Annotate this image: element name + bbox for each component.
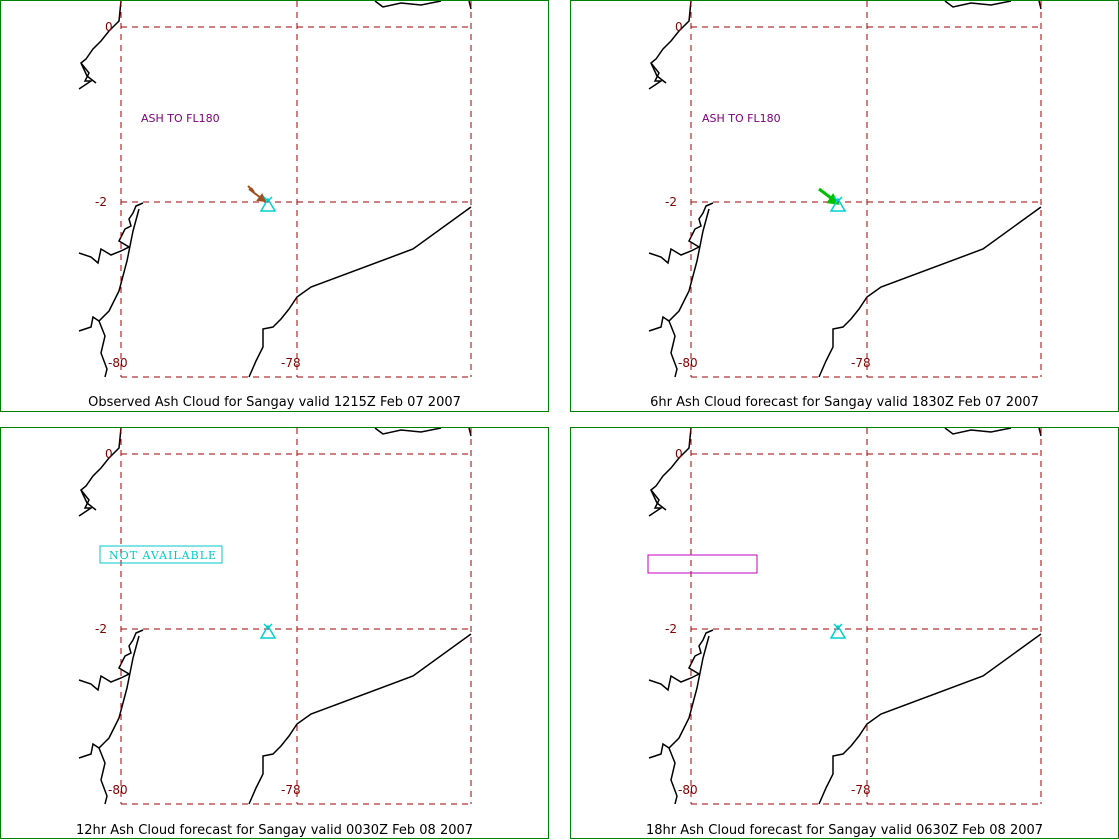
- lat-label-0: 0: [105, 447, 113, 461]
- caption-observed: Observed Ash Cloud for Sangay valid 1215…: [88, 395, 461, 410]
- lon-label-minus78: -78: [851, 356, 871, 370]
- lat-label-0: 0: [105, 20, 113, 34]
- lat-lon-grid: [120, 1, 472, 378]
- coastline-top: [374, 428, 472, 437]
- ash-height-label: ASH TO FL180: [702, 112, 781, 125]
- panel-forecast-18hr: 0 -2 -80 -78 18hr Ash Cloud forecast for…: [570, 427, 1119, 839]
- lon-label-minus80: -80: [678, 783, 698, 797]
- lat-label-0: 0: [675, 20, 683, 34]
- lon-label-minus80: -80: [108, 356, 128, 370]
- coastline: [78, 1, 472, 378]
- lon-label-minus80: -80: [678, 356, 698, 370]
- not-available-text: NOT AVAILABLE: [109, 549, 217, 562]
- coastline: [648, 428, 1042, 805]
- lat-label-minus2: -2: [665, 195, 677, 209]
- arrow-forecast-icon: [818, 187, 840, 205]
- lon-label-minus78: -78: [851, 783, 871, 797]
- map-forecast-18hr: 0 -2 -80 -78: [647, 428, 1042, 805]
- coastline-top: [944, 428, 1042, 437]
- coastline-top: [374, 1, 472, 10]
- lat-lon-grid: [120, 428, 472, 805]
- lat-label-minus2: -2: [665, 622, 677, 636]
- lon-label-minus78: -78: [281, 356, 301, 370]
- panel-forecast-6hr: 0 -2 -80 -78 ASH TO FL180 6hr Ash Cloud …: [570, 0, 1119, 412]
- lat-label-0: 0: [675, 447, 683, 461]
- empty-status-box: [647, 554, 758, 574]
- panel-forecast-12hr: 0 -2 -80 -78 NOT AVAILABLE 12hr Ash Clou…: [0, 427, 549, 839]
- caption-forecast-12hr: 12hr Ash Cloud forecast for Sangay valid…: [75, 823, 474, 838]
- caption-forecast-6hr: 6hr Ash Cloud forecast for Sangay valid …: [650, 395, 1039, 410]
- lon-label-minus80: -80: [108, 783, 128, 797]
- volcano-icon: [259, 623, 277, 639]
- coastline-top: [944, 1, 1042, 10]
- lat-label-minus2: -2: [95, 622, 107, 636]
- not-available-box: NOT AVAILABLE: [99, 545, 223, 564]
- lat-label-minus2: -2: [95, 195, 107, 209]
- caption-forecast-18hr: 18hr Ash Cloud forecast for Sangay valid…: [645, 823, 1044, 838]
- arrow-observed-icon: [247, 185, 267, 203]
- lat-lon-grid: [690, 1, 1042, 378]
- map-observed: 0 -2 -80 -78 ASH TO FL180: [78, 1, 472, 378]
- lat-lon-grid: [690, 428, 1042, 805]
- coastline: [78, 428, 472, 805]
- coastline: [648, 1, 1042, 378]
- volcano-icon: [829, 623, 847, 639]
- panel-observed: 0 -2 -80 -78 ASH TO FL180 Observed Ash C…: [0, 0, 549, 412]
- map-forecast-6hr: 0 -2 -80 -78 ASH TO FL180: [648, 1, 1042, 378]
- volcano-icon: [259, 196, 277, 212]
- ash-height-label: ASH TO FL180: [141, 112, 220, 125]
- volcano-icon: [829, 196, 847, 212]
- map-forecast-12hr: 0 -2 -80 -78 NOT AVAILABLE: [78, 428, 472, 805]
- lon-label-minus78: -78: [281, 783, 301, 797]
